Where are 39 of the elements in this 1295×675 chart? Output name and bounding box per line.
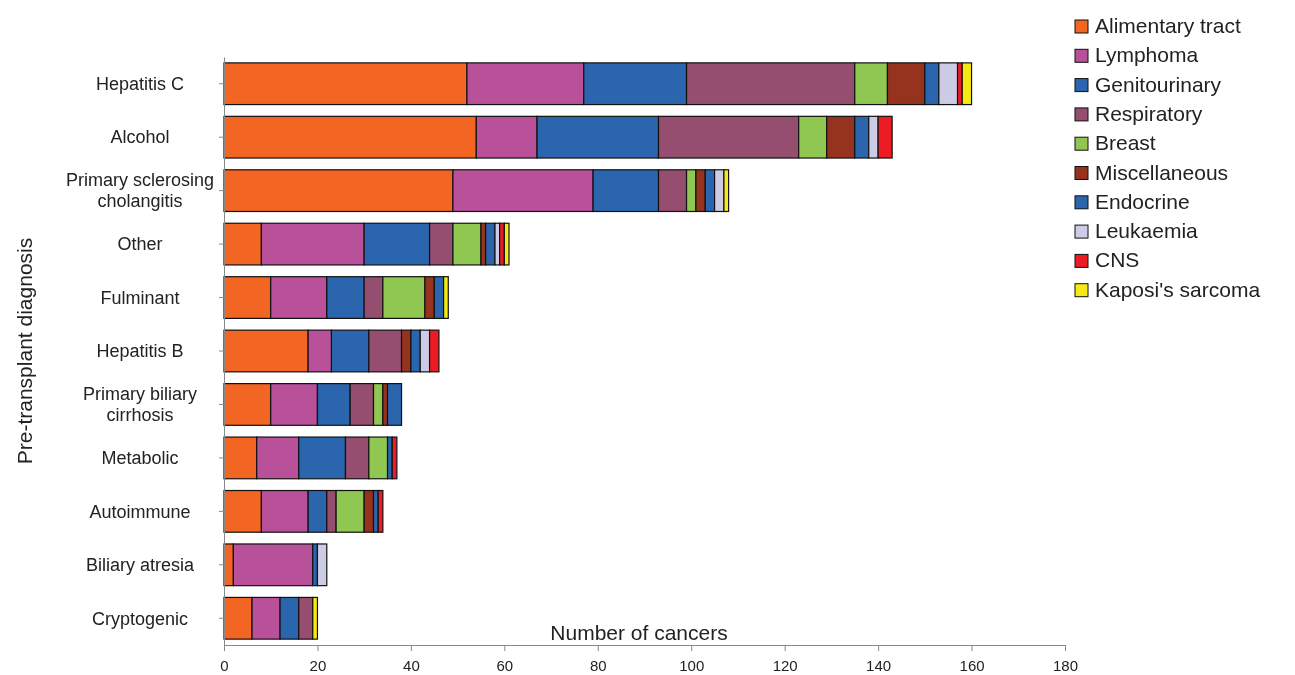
legend-label: CNS xyxy=(1095,248,1140,272)
y-tick-label: Fulminant xyxy=(100,287,180,308)
y-tick-label: Hepatitis C xyxy=(95,74,185,95)
x-tick-label: 120 xyxy=(772,656,798,674)
y-tick-label: Other xyxy=(117,234,163,255)
x-tick-label: 180 xyxy=(1052,656,1079,674)
legend-label: Leukaemia xyxy=(1095,219,1199,243)
y-tick-label: Hepatitis B xyxy=(96,341,184,362)
y-tick-label: Autoimmune xyxy=(89,501,191,522)
y-tick-label: Biliary atresia xyxy=(85,555,195,576)
y-tick-label: Metabolic xyxy=(101,448,179,469)
legend-label: Miscellaneous xyxy=(1095,160,1229,184)
y-tick-label: Primary sclerosing cholangitis xyxy=(65,170,215,212)
x-tick-label: 40 xyxy=(403,656,420,674)
y-tick-label: Alcohol xyxy=(110,127,170,148)
legend-label: Breast xyxy=(1095,131,1156,155)
x-tick-label: 20 xyxy=(309,656,327,674)
legend-label: Kaposi's sarcoma xyxy=(1095,277,1261,301)
bar xyxy=(377,489,384,533)
bar xyxy=(316,543,328,587)
bar xyxy=(386,383,403,426)
legend-label: Respiratory xyxy=(1095,101,1203,125)
legend-label: Lymphoma xyxy=(1095,43,1199,67)
legend-label: Endocrine xyxy=(1095,189,1190,213)
x-tick-label: 80 xyxy=(589,656,607,674)
x-axis-title: Number of cancers xyxy=(550,621,728,644)
legend-label: Genitourinary xyxy=(1095,72,1222,96)
legend-label: Alimentary tract xyxy=(1095,14,1242,37)
x-tick-label: 100 xyxy=(679,656,705,674)
x-tick-label: 140 xyxy=(866,656,892,674)
x-tick-label: 0 xyxy=(220,656,229,674)
x-tick-label: 160 xyxy=(959,656,985,674)
bar xyxy=(961,62,973,106)
y-tick-label: Primary biliary cirrhosis xyxy=(82,384,198,426)
x-tick-label: 60 xyxy=(496,656,514,674)
y-tick-label: Cryptogenic xyxy=(91,608,189,629)
bar xyxy=(503,222,510,266)
y-axis-title: Pre-transplant diagnosis xyxy=(13,237,36,465)
bar xyxy=(391,436,398,480)
